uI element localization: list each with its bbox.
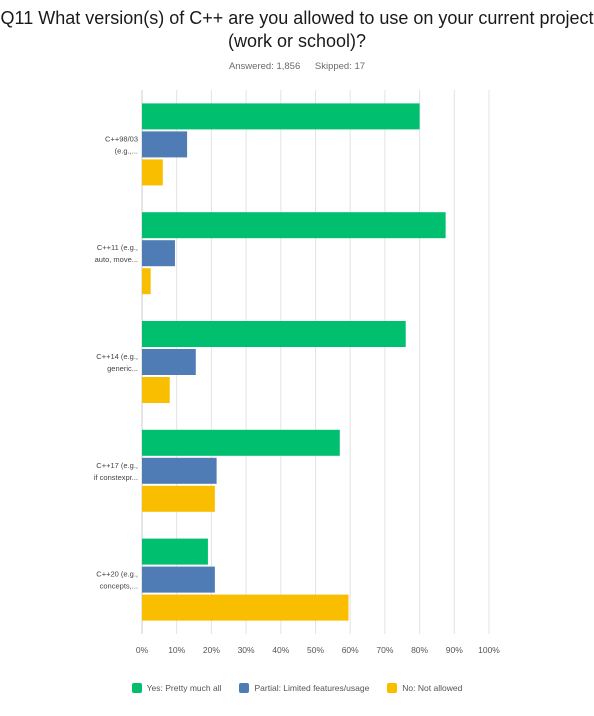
x-tick-label: 80% [411,645,428,655]
bar [142,429,340,456]
bar [142,566,215,593]
bar [142,377,170,403]
x-tick-label: 90% [446,645,463,655]
chart-title-line-1: Q11 What version(s) of C++ are you allow… [0,8,594,28]
bar [142,131,188,158]
bar [142,485,215,512]
category-label: C++17 (e.g., [96,461,138,470]
legend-label-partial: Partial: Limited features/usage [254,683,370,693]
category-label: concepts,... [100,582,138,591]
category-label: C++20 (e.g., [96,570,138,579]
legend-item-partial: Partial: Limited features/usage [239,683,369,693]
category-label: generic... [107,364,138,373]
bar [142,212,446,239]
category-label: C++11 (e.g., [97,243,138,252]
x-tick-label: 20% [203,645,220,655]
response-stats: Answered: 1,856 Skipped: 17 [0,61,594,72]
category-label: if constexpr... [94,473,138,482]
x-tick-label: 100% [478,645,500,655]
bar [142,321,406,347]
x-tick-label: 70% [376,645,393,655]
bar [142,103,420,130]
x-tick-label: 30% [238,645,255,655]
skipped-count: Skipped: 17 [314,61,366,72]
legend: Yes: Pretty much all Partial: Limited fe… [0,683,594,693]
legend-item-yes: Yes: Pretty much all [131,683,222,693]
x-tick-label: 40% [272,645,289,655]
legend-item-no: No: Not allowed [387,683,462,693]
x-tick-label: 10% [168,645,185,655]
bar [142,240,175,267]
legend-swatch-no [387,683,398,693]
x-tick-label: 0% [136,645,149,655]
x-tick-label: 60% [342,645,359,655]
legend-swatch-partial [239,683,250,693]
bar [142,594,349,621]
category-label: C++14 (e.g., [96,352,138,361]
bar [142,159,163,186]
chart-title-line-2: (work or school)? [227,31,367,51]
x-tick-label: 50% [307,645,324,655]
legend-label-yes: Yes: Pretty much all [146,683,222,693]
category-label: auto, move... [95,255,138,264]
category-label: C++98/03 [105,134,138,143]
bar [142,268,151,295]
answered-count: Answered: 1,856 [228,61,301,72]
chart-title: Q11 What version(s) of C++ are you allow… [0,7,594,53]
legend-label-no: No: Not allowed [402,683,463,693]
legend-swatch-yes [131,683,142,693]
bar [142,457,217,484]
category-label: (e.g.,... [115,146,138,155]
bar [142,538,208,565]
bar [142,349,196,375]
